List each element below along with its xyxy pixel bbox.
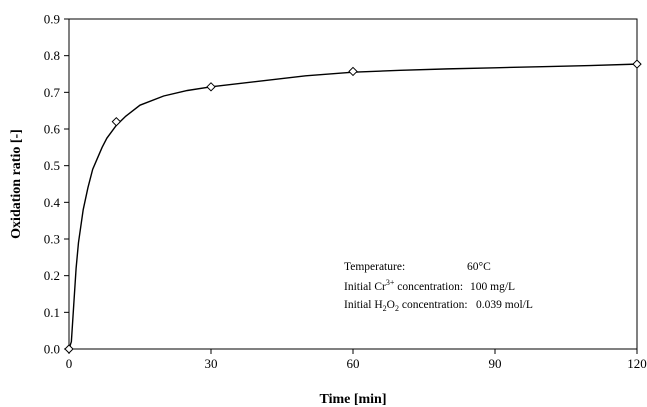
annotation-h2o2-value: 0.039 mol/L (476, 299, 533, 311)
y-axis-title: Oxidation ratio [-] (9, 129, 24, 239)
y-tick-label: 0.8 (44, 48, 60, 63)
y-tick-label: 0.6 (44, 122, 61, 137)
fit-curve-line (68, 63, 638, 350)
x-tick-label: 120 (627, 356, 647, 371)
annotation-temperature-label: Temperature: (344, 261, 405, 273)
data-point (632, 59, 642, 69)
data-markers (64, 59, 642, 354)
y-axis: 0.0 0.1 0.2 0.3 0.4 0.5 0.6 0.7 0.8 0.9 (44, 12, 69, 357)
conditions-annotation: Temperature: 60°C Initial Cr3+ concentra… (344, 261, 533, 313)
y-tick-label: 0.9 (44, 12, 60, 27)
y-tick-label: 0.7 (44, 85, 61, 100)
y-tick-label: 0.2 (44, 268, 60, 283)
y-tick-label: 0.5 (44, 158, 60, 173)
data-point (348, 66, 358, 77)
annotation-h2o2-label: Initial H2O2 concentration: (344, 299, 468, 313)
x-tick-label: 30 (205, 356, 218, 371)
y-tick-label: 0.1 (44, 305, 60, 320)
data-point (64, 344, 74, 354)
x-tick-label: 0 (66, 356, 73, 371)
x-tick-label: 60 (347, 356, 360, 371)
y-tick-label: 0.0 (44, 342, 60, 357)
annotation-cr-label: Initial Cr3+ concentration: (344, 278, 463, 293)
x-axis-title: Time [min] (319, 392, 386, 407)
data-point (206, 82, 216, 92)
annotation-temperature-value: 60°C (467, 261, 491, 273)
y-tick-label: 0.3 (44, 232, 60, 247)
y-tick-label: 0.4 (44, 195, 61, 210)
x-tick-label: 90 (489, 356, 502, 371)
data-point (111, 116, 122, 127)
annotation-cr-value: 100 mg/L (470, 281, 515, 293)
x-axis: 0 30 60 90 120 (66, 349, 647, 371)
